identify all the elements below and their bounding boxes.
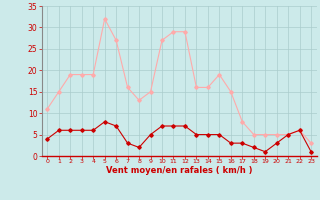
X-axis label: Vent moyen/en rafales ( km/h ): Vent moyen/en rafales ( km/h ) bbox=[106, 166, 252, 175]
